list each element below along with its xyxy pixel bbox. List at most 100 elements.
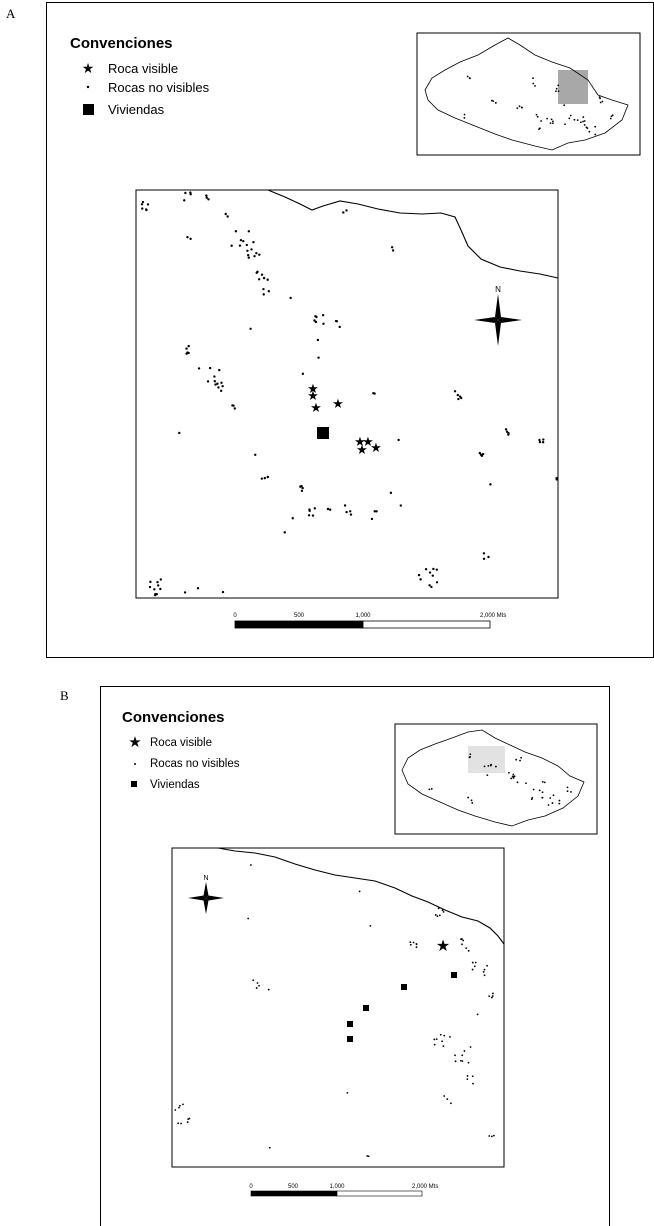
inset-rock-marker [538, 789, 541, 792]
inset-rock-marker [573, 118, 576, 121]
vivienda-marker [451, 972, 457, 978]
rocas-no-visibles-marker [267, 290, 271, 293]
rocas-no-visibles-marker [250, 248, 253, 251]
rocas-no-visibles-marker [471, 961, 474, 964]
rocas-no-visibles-marker [488, 1135, 491, 1137]
rocas-no-visibles-marker [300, 489, 304, 493]
rocas-no-visibles-marker [140, 203, 144, 206]
panel-a-inset-map [416, 32, 641, 156]
legend-item-viviendas: Viviendas [150, 779, 200, 791]
rocas-no-visibles-marker [438, 914, 441, 917]
rocas-no-visibles-marker [555, 478, 558, 481]
inset-rock-marker [570, 791, 572, 793]
rocas-no-visibles-marker [262, 276, 266, 280]
rocas-no-visibles-marker [321, 313, 325, 317]
inset-rock-marker [540, 120, 543, 122]
roca-visible-marker: ★ [354, 434, 366, 449]
rocas-no-visibles-marker [216, 382, 219, 385]
inset-rock-marker [468, 77, 471, 79]
inset-rock-marker [586, 127, 589, 130]
legend-star-icon: ★ [128, 734, 141, 751]
rocas-no-visibles-marker [433, 1038, 436, 1041]
panel-a-main-map: ★★★ ★★★★ ★ [135, 189, 559, 599]
rocas-no-visibles-marker [291, 517, 294, 520]
panel-b-letter: B [60, 688, 69, 703]
rocas-no-visibles-marker [443, 1095, 446, 1097]
inset-rock-marker [558, 802, 561, 805]
rocas-no-visibles-marker [252, 240, 255, 244]
rocas-no-visibles-marker [439, 1033, 442, 1036]
rocas-no-visibles-marker [461, 1060, 464, 1063]
rocas-no-visibles-marker [266, 475, 270, 479]
inset-rock-marker [588, 130, 591, 133]
north-label: N [203, 875, 208, 882]
inset-rock-marker [550, 118, 553, 121]
inset-highlight [558, 70, 588, 104]
rocas-no-visibles-marker [338, 325, 341, 329]
rocas-no-visibles-marker [186, 235, 189, 239]
inset-rock-marker [583, 124, 586, 126]
inset-rock-marker [611, 114, 614, 117]
rocas-no-visibles-marker [415, 946, 418, 949]
rocas-no-visibles-marker [462, 939, 465, 942]
coastline [217, 847, 505, 945]
vivienda-marker [347, 1021, 353, 1027]
rocas-no-visibles-marker [214, 383, 217, 386]
rocas-no-visibles-marker [480, 454, 484, 458]
rocas-no-visibles-marker [542, 438, 545, 441]
rocas-no-visibles-marker [263, 476, 267, 480]
rocas-no-visibles-marker [247, 256, 250, 259]
rocas-no-visibles-marker [238, 244, 242, 247]
rocas-no-visibles-marker [313, 319, 316, 322]
rocas-no-visibles-marker [463, 1050, 466, 1052]
inset-rock-marker [466, 75, 469, 78]
panel-b-north-arrow: N [188, 875, 224, 914]
inset-rock-marker [549, 797, 552, 799]
inset-rock-marker [510, 777, 513, 780]
rocas-no-visibles-marker [205, 196, 208, 199]
rocas-no-visibles-marker [436, 915, 439, 918]
legend-title: Convenciones [70, 35, 173, 52]
vivienda-marker [401, 984, 407, 990]
scale-tick-0: 0 [233, 613, 237, 619]
inset-rock-marker [467, 796, 470, 799]
rocas-no-visibles-marker [443, 1034, 446, 1037]
inset-rock-marker [535, 113, 538, 116]
rocas-no-visibles-marker [254, 453, 257, 457]
panel-b-scale-bar: 0 500 1,000 2,000 Mts [249, 1184, 438, 1197]
rocas-no-visibles-marker [230, 244, 233, 247]
inset-rock-marker [552, 120, 554, 123]
rocas-no-visibles-marker [507, 433, 510, 436]
rocas-no-visibles-marker [262, 287, 265, 291]
roca-visible-marker: ★ [436, 938, 450, 955]
rocas-no-visibles-marker [467, 1061, 470, 1064]
rocas-no-visibles-marker [419, 578, 422, 581]
rocas-no-visibles-marker [461, 943, 463, 946]
rocas-no-visibles-marker [476, 1013, 479, 1016]
rocas-no-visibles-marker [249, 327, 252, 331]
rocas-no-visibles-marker [239, 238, 243, 242]
inset-rock-marker [566, 786, 569, 789]
inset-rock-marker [483, 765, 486, 768]
rocas-no-visibles-marker [409, 941, 412, 944]
rocas-no-visibles-marker [183, 591, 187, 594]
rocas-no-visibles-marker [471, 968, 474, 971]
rocas-no-visibles-marker [428, 584, 431, 587]
legend-star-icon: ★ [82, 60, 95, 76]
roca-visible-marker: ★ [362, 434, 374, 449]
inset-rock-marker [568, 117, 571, 120]
rocas-no-visibles-marker [349, 513, 353, 516]
legend-square-icon [83, 104, 94, 115]
rocas-no-visibles-marker [255, 987, 258, 989]
coastline [267, 189, 559, 279]
rocas-no-visibles-marker [366, 1155, 369, 1157]
rocas-no-visibles-marker [314, 314, 317, 318]
panel-b-main-map: ★ [171, 847, 505, 1168]
rocas-no-visibles-marker [253, 254, 256, 258]
rocas-no-visibles-marker [482, 552, 486, 555]
rocas-no-visibles-marker [412, 941, 415, 944]
rocas-no-visibles-marker [474, 961, 477, 964]
inset-rock-marker [541, 796, 544, 799]
panel-a-legend: Convenciones ★ Roca visible Rocas no vis… [70, 35, 210, 117]
scale-tick-2000: 2,000 Mts [412, 1184, 438, 1190]
